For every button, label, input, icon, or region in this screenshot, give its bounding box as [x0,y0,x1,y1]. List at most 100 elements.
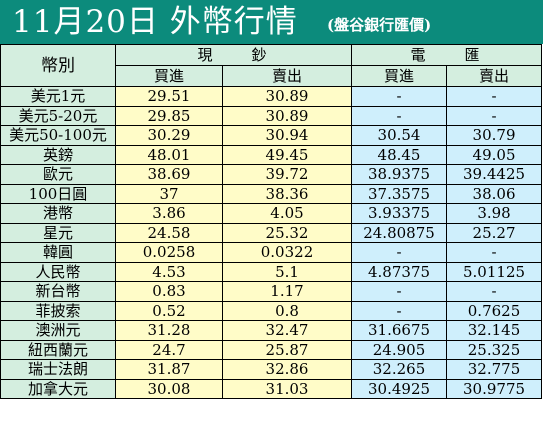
cash-buy-cell: 29.51 [115,86,223,107]
table-row: 100日圓 37 38.36 37.3575 38.06 [0,183,543,204]
cash-sell-cell: 31.03 [221,378,353,399]
page-title: 11月20日 外幣行情 [12,4,298,40]
cash-buy-cell: 0.83 [115,281,223,302]
currency-name-cell: 港幣 [0,203,116,224]
currency-name-cell: 星元 [0,222,116,243]
table-row: 菲披索 0.52 0.8-0.7625 [0,300,543,321]
cash-buy-cell: 3.86 [115,203,223,224]
title-bar: 11月20日 外幣行情 (盤谷銀行匯價) [0,0,543,44]
currency-name-cell: 紐西蘭元 [0,339,116,360]
cash-sell-cell: 49.45 [221,144,353,165]
currency-name-cell: 人民幣 [0,261,116,282]
currency-name-cell: 美元5-20元 [0,105,116,126]
cash-buy-cell: 31.28 [115,320,223,341]
table-row: 星元 24.58 25.32 24.80875 25.27 [0,222,543,243]
wire-buy-cell: 31.6675 [351,320,448,341]
table-row: 人民幣 4.53 5.1 4.87375 5.01125 [0,261,543,282]
table-row: 港幣 3.86 4.05 3.93375 3.98 [0,203,543,224]
cash-sell-cell: 32.47 [221,320,353,341]
wire-buy-cell: 32.265 [351,359,448,380]
wire-buy-header: 買進 [351,65,448,87]
wire-buy-cell: 37.3575 [351,183,448,204]
wire-sell-cell: 39.4425 [446,164,543,185]
cash-sell-cell: 25.87 [221,339,353,360]
cash-sell-header: 賣出 [221,65,353,87]
cash-sell-cell: 38.36 [221,183,353,204]
cash-sell-cell: 25.32 [221,222,353,243]
wire-sell-cell: 30.79 [446,125,543,146]
wire-sell-cell: 25.325 [446,339,543,360]
wire-sell-cell: - [446,105,543,126]
wire-buy-cell: - [351,242,448,263]
wire-sell-cell: - [446,281,543,302]
cash-buy-cell: 30.08 [115,378,223,399]
currency-name-cell: 韓圓 [0,242,116,263]
wire-buy-cell: - [351,281,448,302]
cash-buy-cell: 37 [115,183,223,204]
wire-group-header: 電 匯 [351,44,543,66]
wire-sell-cell: 0.7625 [446,300,543,321]
cash-sell-cell: 30.89 [221,86,353,107]
wire-sell-cell: - [446,86,543,107]
table-row: 美元50-100元 30.29 30.94 30.54 30.79 [0,125,543,146]
cash-sell-cell: 1.17 [221,281,353,302]
wire-sell-header: 賣出 [446,65,543,87]
cash-sell-cell: 30.94 [221,125,353,146]
currency-name-cell: 新台幣 [0,281,116,302]
cash-sell-cell: 0.8 [221,300,353,321]
cash-buy-cell: 0.0258 [115,242,223,263]
table-row: 美元1元 29.51 30.89- - [0,86,543,107]
currency-name-cell: 瑞士法朗 [0,359,116,380]
wire-sell-cell: 49.05 [446,144,543,165]
table-row: 美元5-20元 29.85 30.89- - [0,105,543,126]
cash-buy-cell: 24.58 [115,222,223,243]
table-row: 瑞士法朗 31.87 32.86 32.265 32.775 [0,359,543,380]
wire-sell-cell: 32.775 [446,359,543,380]
table-row: 英鎊 48.01 49.45 48.45 49.05 [0,144,543,165]
cash-buy-cell: 38.69 [115,164,223,185]
wire-buy-cell: 30.54 [351,125,448,146]
cash-buy-cell: 48.01 [115,144,223,165]
wire-sell-cell: 32.145 [446,320,543,341]
table-row: 韓圓 0.0258 0.0322- - [0,242,543,263]
wire-sell-cell: - [446,242,543,263]
cash-sell-cell: 32.86 [221,359,353,380]
cash-buy-cell: 24.7 [115,339,223,360]
currency-name-cell: 加拿大元 [0,378,116,399]
wire-buy-cell: 24.905 [351,339,448,360]
wire-buy-cell: 4.87375 [351,261,448,282]
table-row: 歐元 38.69 39.72 38.9375 39.4425 [0,164,543,185]
table-row: 紐西蘭元 24.7 25.87 24.905 25.325 [0,339,543,360]
table-row: 澳洲元 31.28 32.47 31.6675 32.145 [0,320,543,341]
cash-sell-cell: 30.89 [221,105,353,126]
cash-sell-cell: 39.72 [221,164,353,185]
cash-buy-cell: 4.53 [115,261,223,282]
wire-buy-cell: - [351,86,448,107]
currency-name-cell: 美元1元 [0,86,116,107]
currency-name-cell: 澳洲元 [0,320,116,341]
wire-buy-cell: 24.80875 [351,222,448,243]
cash-sell-cell: 4.05 [221,203,353,224]
cash-sell-cell: 5.1 [221,261,353,282]
cash-group-header: 現 鈔 [114,44,353,66]
currency-name-cell: 100日圓 [0,183,116,204]
wire-buy-cell: 38.9375 [351,164,448,185]
wire-buy-cell: 3.93375 [351,203,448,224]
wire-sell-cell: 5.01125 [446,261,543,282]
cash-buy-cell: 30.29 [115,125,223,146]
wire-buy-cell: 30.4925 [351,378,448,399]
wire-buy-cell: - [351,300,448,321]
wire-sell-cell: 30.9775 [446,378,543,399]
cash-sell-cell: 0.0322 [221,242,353,263]
currency-name-cell: 英鎊 [0,144,116,165]
wire-buy-cell: 48.45 [351,144,448,165]
currency-name-cell: 美元50-100元 [0,125,116,146]
table-row: 新台幣 0.83 1.17- - [0,281,543,302]
wire-buy-cell: - [351,105,448,126]
currency-column-header: 幣別 [0,44,116,87]
cash-buy-header: 買進 [115,65,223,87]
exchange-rate-table: 幣別 現 鈔 電 匯 買進 賣出 買進 賣出 美元1元 29.51 30.89- - 美… [0,44,543,399]
wire-sell-cell: 25.27 [446,222,543,243]
wire-sell-cell: 3.98 [446,203,543,224]
